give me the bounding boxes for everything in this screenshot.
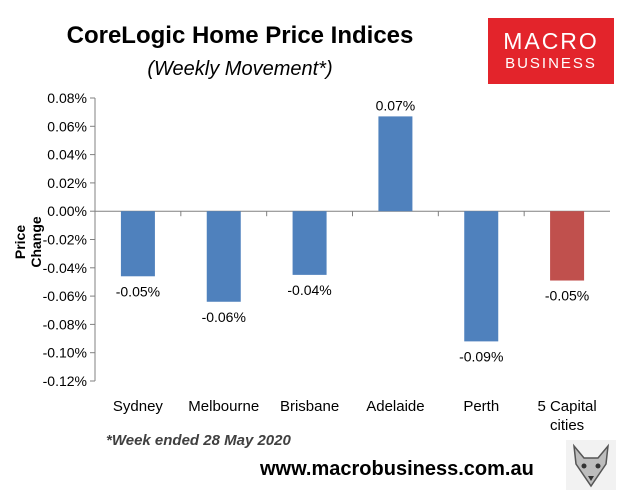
bar xyxy=(464,211,499,342)
chart-subtitle: (Weekly Movement*) xyxy=(147,58,333,80)
bar xyxy=(378,116,413,212)
y-tick-label: 0.02% xyxy=(47,175,87,191)
data-label: 0.07% xyxy=(376,97,416,113)
y-tick-label: 0.04% xyxy=(47,147,87,163)
logo-text-bottom: BUSINESS xyxy=(505,55,597,72)
category-label: Sydney xyxy=(113,398,164,415)
bar xyxy=(206,211,241,302)
bar xyxy=(292,211,327,275)
category-label: Brisbane xyxy=(280,398,339,415)
footnote: *Week ended 28 May 2020 xyxy=(106,432,291,449)
bar xyxy=(120,211,155,277)
data-label: -0.06% xyxy=(202,309,246,325)
data-label: -0.05% xyxy=(545,288,589,304)
category-label: Perth xyxy=(463,398,499,415)
y-tick-label: 0.06% xyxy=(47,118,87,134)
fox-mascot-icon xyxy=(566,440,616,490)
y-tick-label: -0.08% xyxy=(43,316,87,332)
y-tick-label: -0.04% xyxy=(43,260,87,276)
y-tick-label: -0.02% xyxy=(43,232,87,248)
category-label: Adelaide xyxy=(366,398,424,415)
macrobusiness-logo: MACRO BUSINESS xyxy=(488,18,614,84)
logo-text-top: MACRO xyxy=(503,28,599,54)
data-label: -0.05% xyxy=(116,283,160,299)
y-tick-label: -0.12% xyxy=(43,373,87,389)
y-tick-label: 0.08% xyxy=(47,90,87,106)
data-label: -0.09% xyxy=(459,348,503,364)
chart-title: CoreLogic Home Price Indices xyxy=(66,22,414,49)
bar xyxy=(550,211,585,281)
y-tick-label: -0.10% xyxy=(43,345,87,361)
category-label: 5 Capital cities xyxy=(537,398,596,434)
website-url: www.macrobusiness.com.au xyxy=(260,458,534,480)
category-label: Melbourne xyxy=(188,398,259,415)
data-label: -0.04% xyxy=(287,282,331,298)
y-tick-label: 0.00% xyxy=(47,203,87,219)
y-tick-label: -0.06% xyxy=(43,288,87,304)
